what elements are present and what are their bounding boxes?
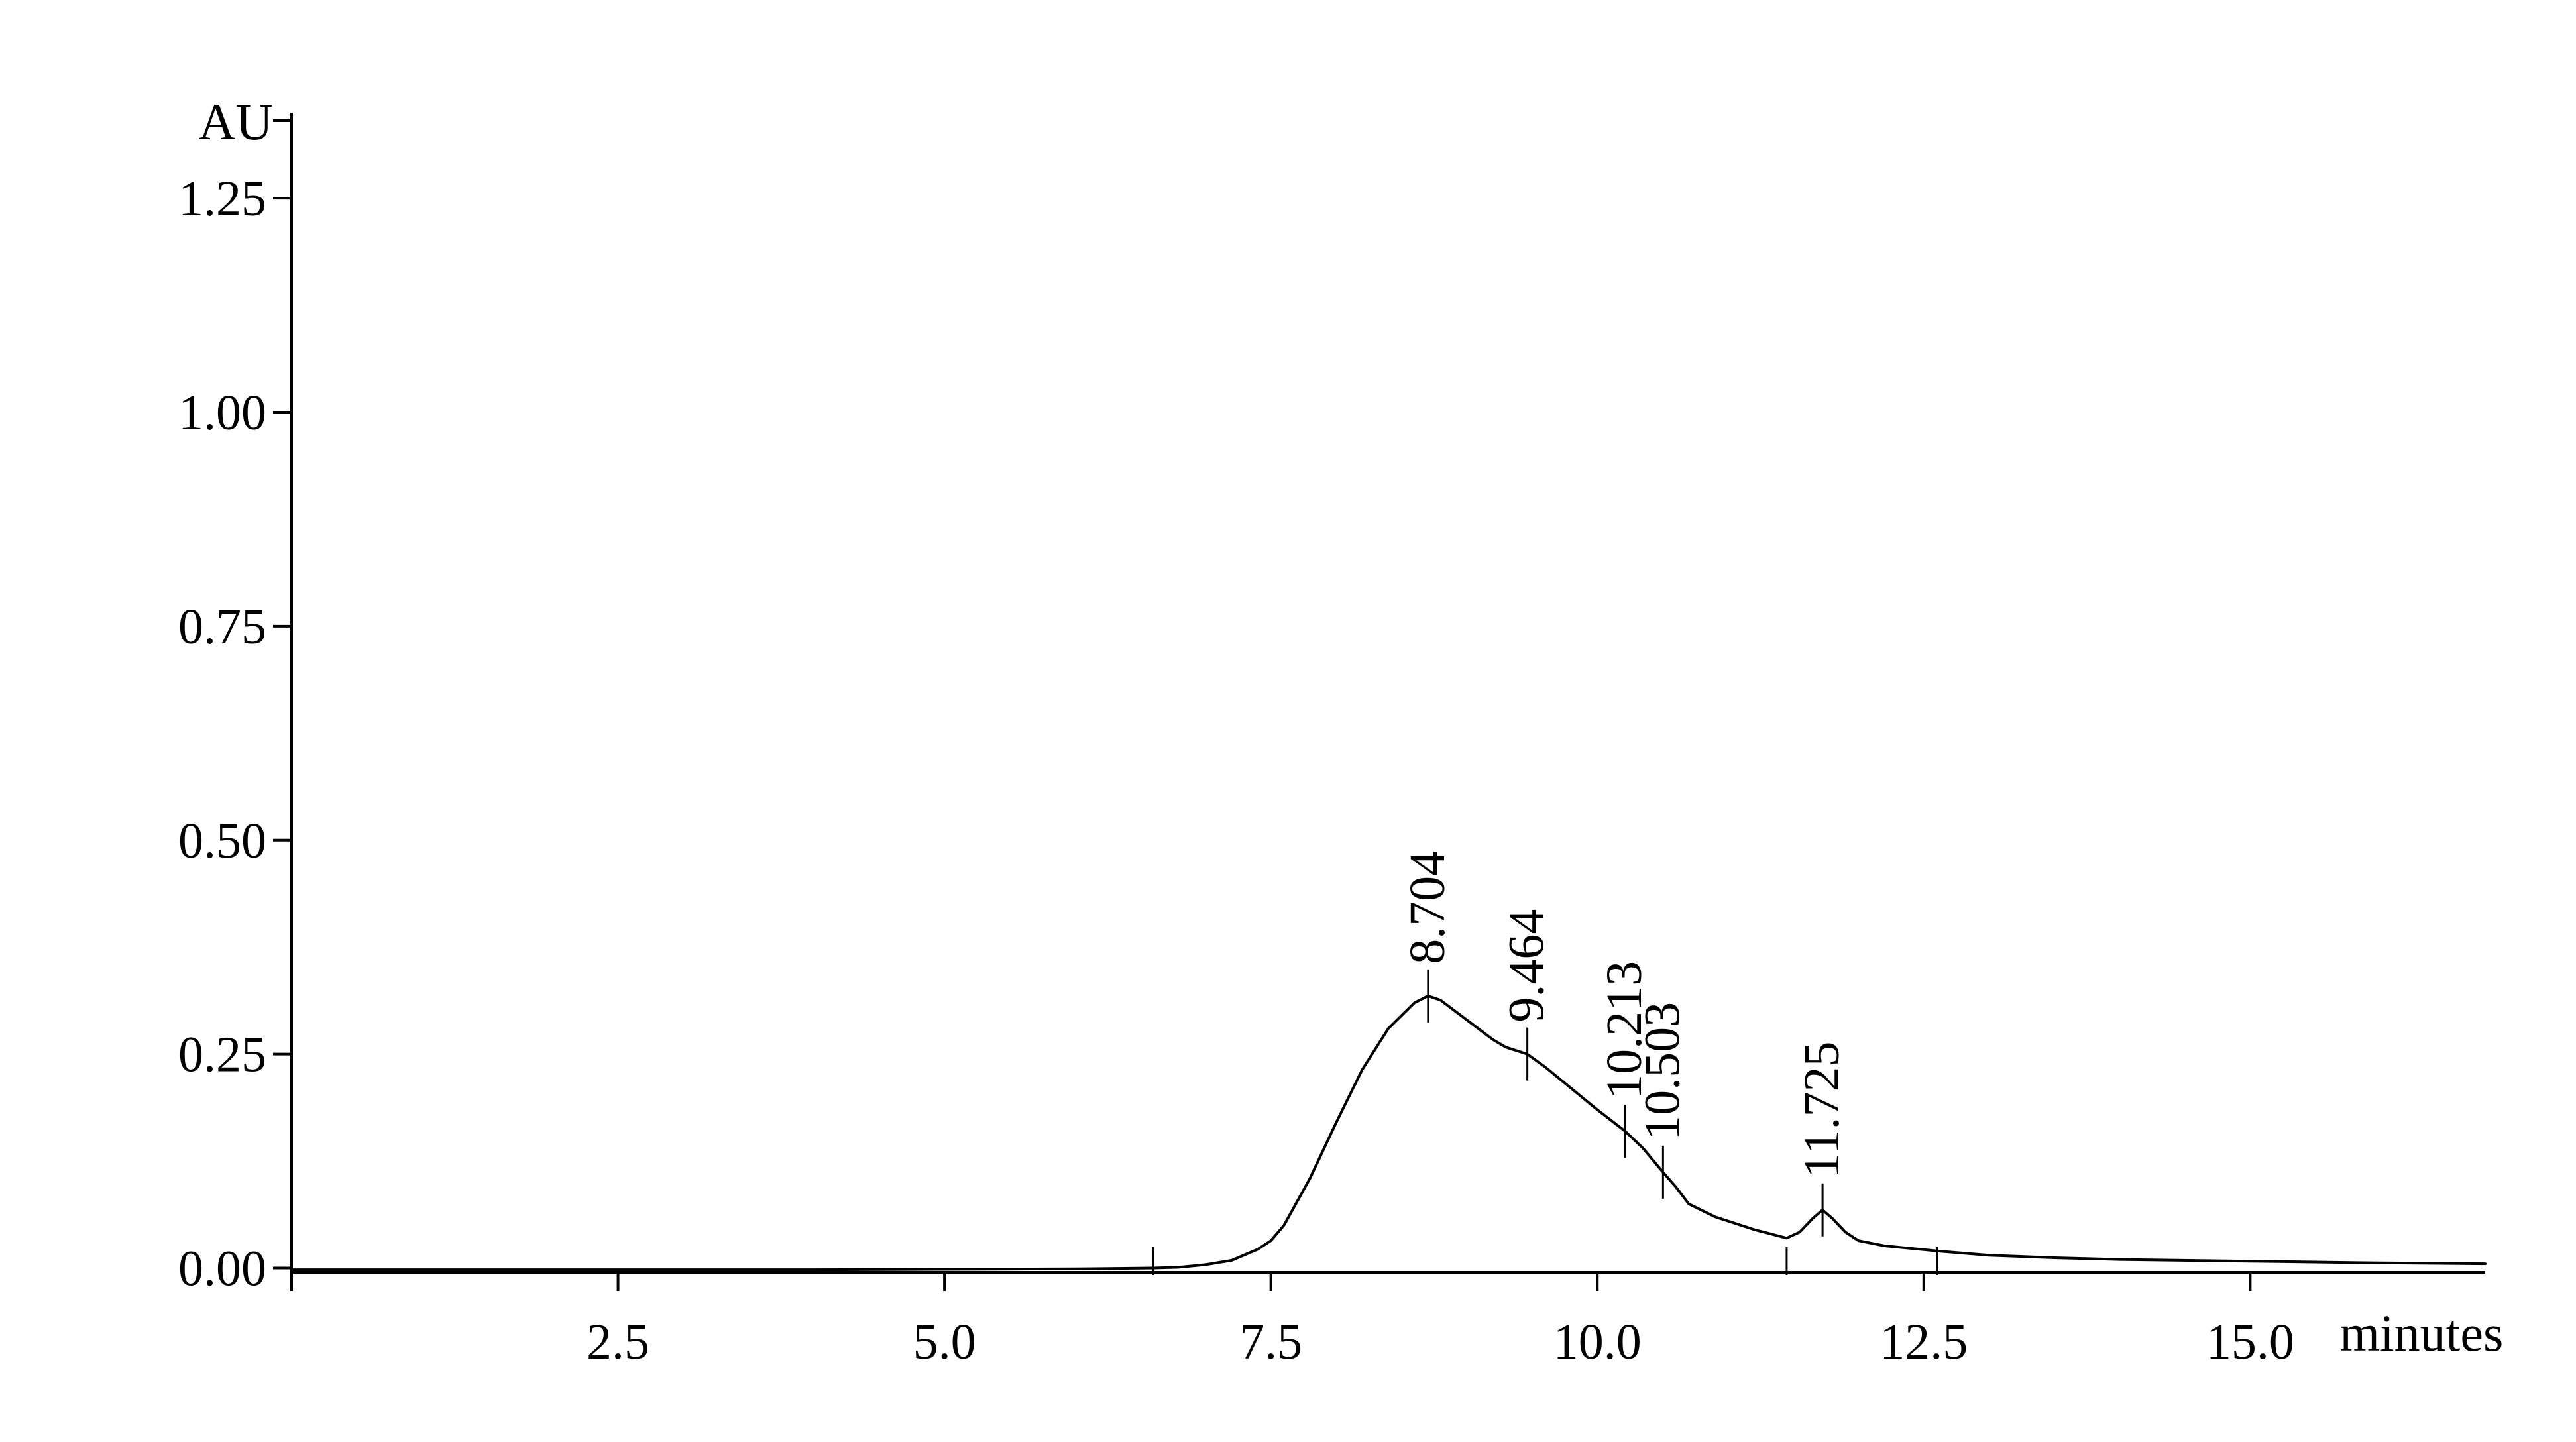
x-tick-label: 12.5 bbox=[1879, 1314, 1968, 1370]
y-tick-label: 0.25 bbox=[178, 1027, 266, 1083]
x-tick-label: 15.0 bbox=[2206, 1314, 2294, 1370]
axes-group: 0.00 0.25 0.50 0.75 1.00 1.25 2.5 5.0 7.5 10.0 12.… bbox=[178, 93, 2503, 1370]
peak-label: 10.213 bbox=[1596, 961, 1652, 1099]
y-tick-label: 0.75 bbox=[178, 599, 266, 655]
y-tick-label: 1.25 bbox=[178, 171, 266, 227]
peak-label: 10.503 bbox=[1634, 1002, 1690, 1140]
y-axis-unit-label: AU bbox=[198, 93, 273, 150]
trace-group bbox=[290, 994, 2487, 1272]
x-axis-unit-label: minutes bbox=[2339, 1304, 2503, 1362]
y-tick-label: 1.00 bbox=[178, 385, 266, 441]
x-tick-label: 10.0 bbox=[1553, 1314, 1642, 1370]
y-tick-label: 0.00 bbox=[178, 1241, 266, 1297]
x-tick-label: 5.0 bbox=[913, 1314, 976, 1370]
chromatogram-trace bbox=[290, 994, 2487, 1272]
peak-label: 11.725 bbox=[1794, 1042, 1850, 1178]
peak-label: 9.464 bbox=[1499, 909, 1555, 1023]
peak-label: 8.704 bbox=[1400, 851, 1455, 964]
y-tick-label: 0.50 bbox=[178, 813, 266, 869]
x-tick-label: 2.5 bbox=[587, 1314, 649, 1370]
x-tick-label: 7.5 bbox=[1239, 1314, 1302, 1370]
